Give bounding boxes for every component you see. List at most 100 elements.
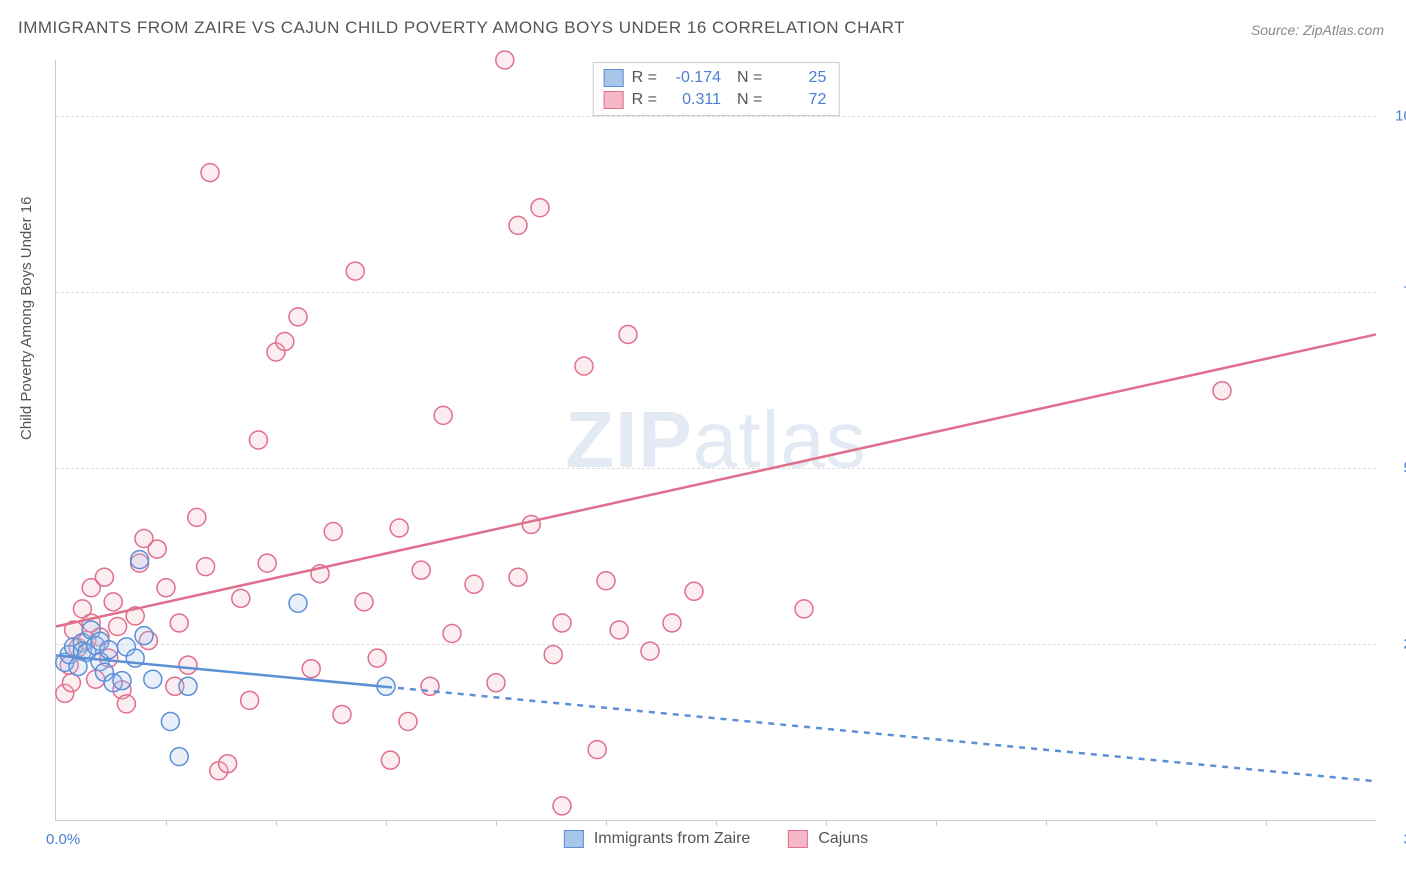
data-point: [82, 579, 100, 597]
data-point: [377, 677, 395, 695]
data-point: [355, 593, 373, 611]
data-point: [157, 579, 175, 597]
data-point: [188, 508, 206, 526]
data-point: [100, 649, 118, 667]
legend-swatch-cajuns: [788, 830, 808, 848]
r-value-cajuns: 0.311: [665, 89, 721, 111]
data-point: [65, 638, 83, 656]
gridline: [56, 468, 1376, 469]
y-tick-label: 25.0%: [1386, 636, 1406, 653]
data-point: [241, 691, 259, 709]
data-point: [795, 600, 813, 618]
trend-line: [56, 655, 386, 686]
data-point: [179, 656, 197, 674]
data-point: [73, 600, 91, 618]
data-point: [78, 632, 96, 650]
x-tick-mark: [276, 820, 277, 826]
data-point: [144, 670, 162, 688]
data-point: [324, 522, 342, 540]
data-point: [166, 677, 184, 695]
x-tick-mark: [496, 820, 497, 826]
data-point: [95, 568, 113, 586]
data-point: [232, 589, 250, 607]
data-point: [531, 199, 549, 217]
data-point: [333, 705, 351, 723]
data-point: [465, 575, 483, 593]
data-point: [276, 332, 294, 350]
data-point: [91, 632, 109, 650]
x-tick-mark: [606, 820, 607, 826]
gridline: [56, 644, 1376, 645]
data-point: [544, 646, 562, 664]
x-tick-mark: [936, 820, 937, 826]
legend-row-cajuns: R = 0.311 N = 72: [604, 89, 827, 111]
data-point: [56, 684, 74, 702]
data-point: [267, 343, 285, 361]
data-point: [553, 797, 571, 815]
watermark: ZIPatlas: [565, 394, 866, 486]
series-legend: Immigrants from Zaire Cajuns: [564, 830, 868, 848]
data-point: [249, 431, 267, 449]
data-point: [170, 748, 188, 766]
data-point: [553, 614, 571, 632]
data-point: [69, 639, 87, 657]
data-point: [91, 653, 109, 671]
x-tick-mark: [1046, 820, 1047, 826]
plot-area: ZIPatlas 25.0%50.0%75.0%100.0% R = -0.17…: [55, 60, 1376, 821]
data-point: [113, 672, 131, 690]
legend-swatch-zaire: [564, 830, 584, 848]
watermark-bold: ZIP: [565, 395, 692, 484]
data-point: [82, 614, 100, 632]
data-point: [87, 670, 105, 688]
data-point: [390, 519, 408, 537]
y-tick-label: 100.0%: [1386, 108, 1406, 125]
data-point: [56, 653, 74, 671]
chart-title: IMMIGRANTS FROM ZAIRE VS CAJUN CHILD POV…: [18, 18, 905, 38]
y-tick-label: 50.0%: [1386, 460, 1406, 477]
swatch-zaire: [604, 69, 624, 87]
n-value-zaire: 25: [770, 67, 826, 89]
data-point: [685, 582, 703, 600]
data-point: [197, 558, 215, 576]
swatch-cajuns: [604, 91, 624, 109]
data-point: [368, 649, 386, 667]
source-label: Source: ZipAtlas.com: [1251, 22, 1384, 38]
data-point: [522, 515, 540, 533]
x-tick-start: 0.0%: [46, 831, 80, 848]
legend-row-zaire: R = -0.174 N = 25: [604, 67, 827, 89]
data-point: [78, 644, 96, 662]
data-point: [1213, 382, 1231, 400]
x-tick-mark: [166, 820, 167, 826]
watermark-rest: atlas: [693, 395, 867, 484]
data-point: [399, 712, 417, 730]
data-point: [179, 677, 197, 695]
data-point: [597, 572, 615, 590]
x-tick-mark: [1266, 820, 1267, 826]
data-point: [135, 627, 153, 645]
data-point: [139, 632, 157, 650]
data-point: [148, 540, 166, 558]
trend-line: [56, 334, 1376, 626]
x-tick-end: 30.0%: [1386, 831, 1406, 848]
data-point: [610, 621, 628, 639]
data-point: [201, 164, 219, 182]
data-point: [131, 551, 149, 569]
data-point: [69, 658, 87, 676]
trend-line: [386, 687, 1376, 781]
data-point: [346, 262, 364, 280]
data-point: [95, 663, 113, 681]
data-point: [104, 593, 122, 611]
correlation-legend: R = -0.174 N = 25 R = 0.311 N = 72: [593, 62, 840, 116]
data-point: [588, 741, 606, 759]
x-tick-mark: [1156, 820, 1157, 826]
data-point: [496, 51, 514, 69]
data-point: [311, 565, 329, 583]
data-point: [487, 674, 505, 692]
data-point: [443, 625, 461, 643]
data-point: [87, 636, 105, 654]
x-tick-mark: [826, 820, 827, 826]
data-point: [509, 216, 527, 234]
data-point: [104, 674, 122, 692]
n-label: N =: [737, 67, 762, 89]
n-label: N =: [737, 89, 762, 111]
